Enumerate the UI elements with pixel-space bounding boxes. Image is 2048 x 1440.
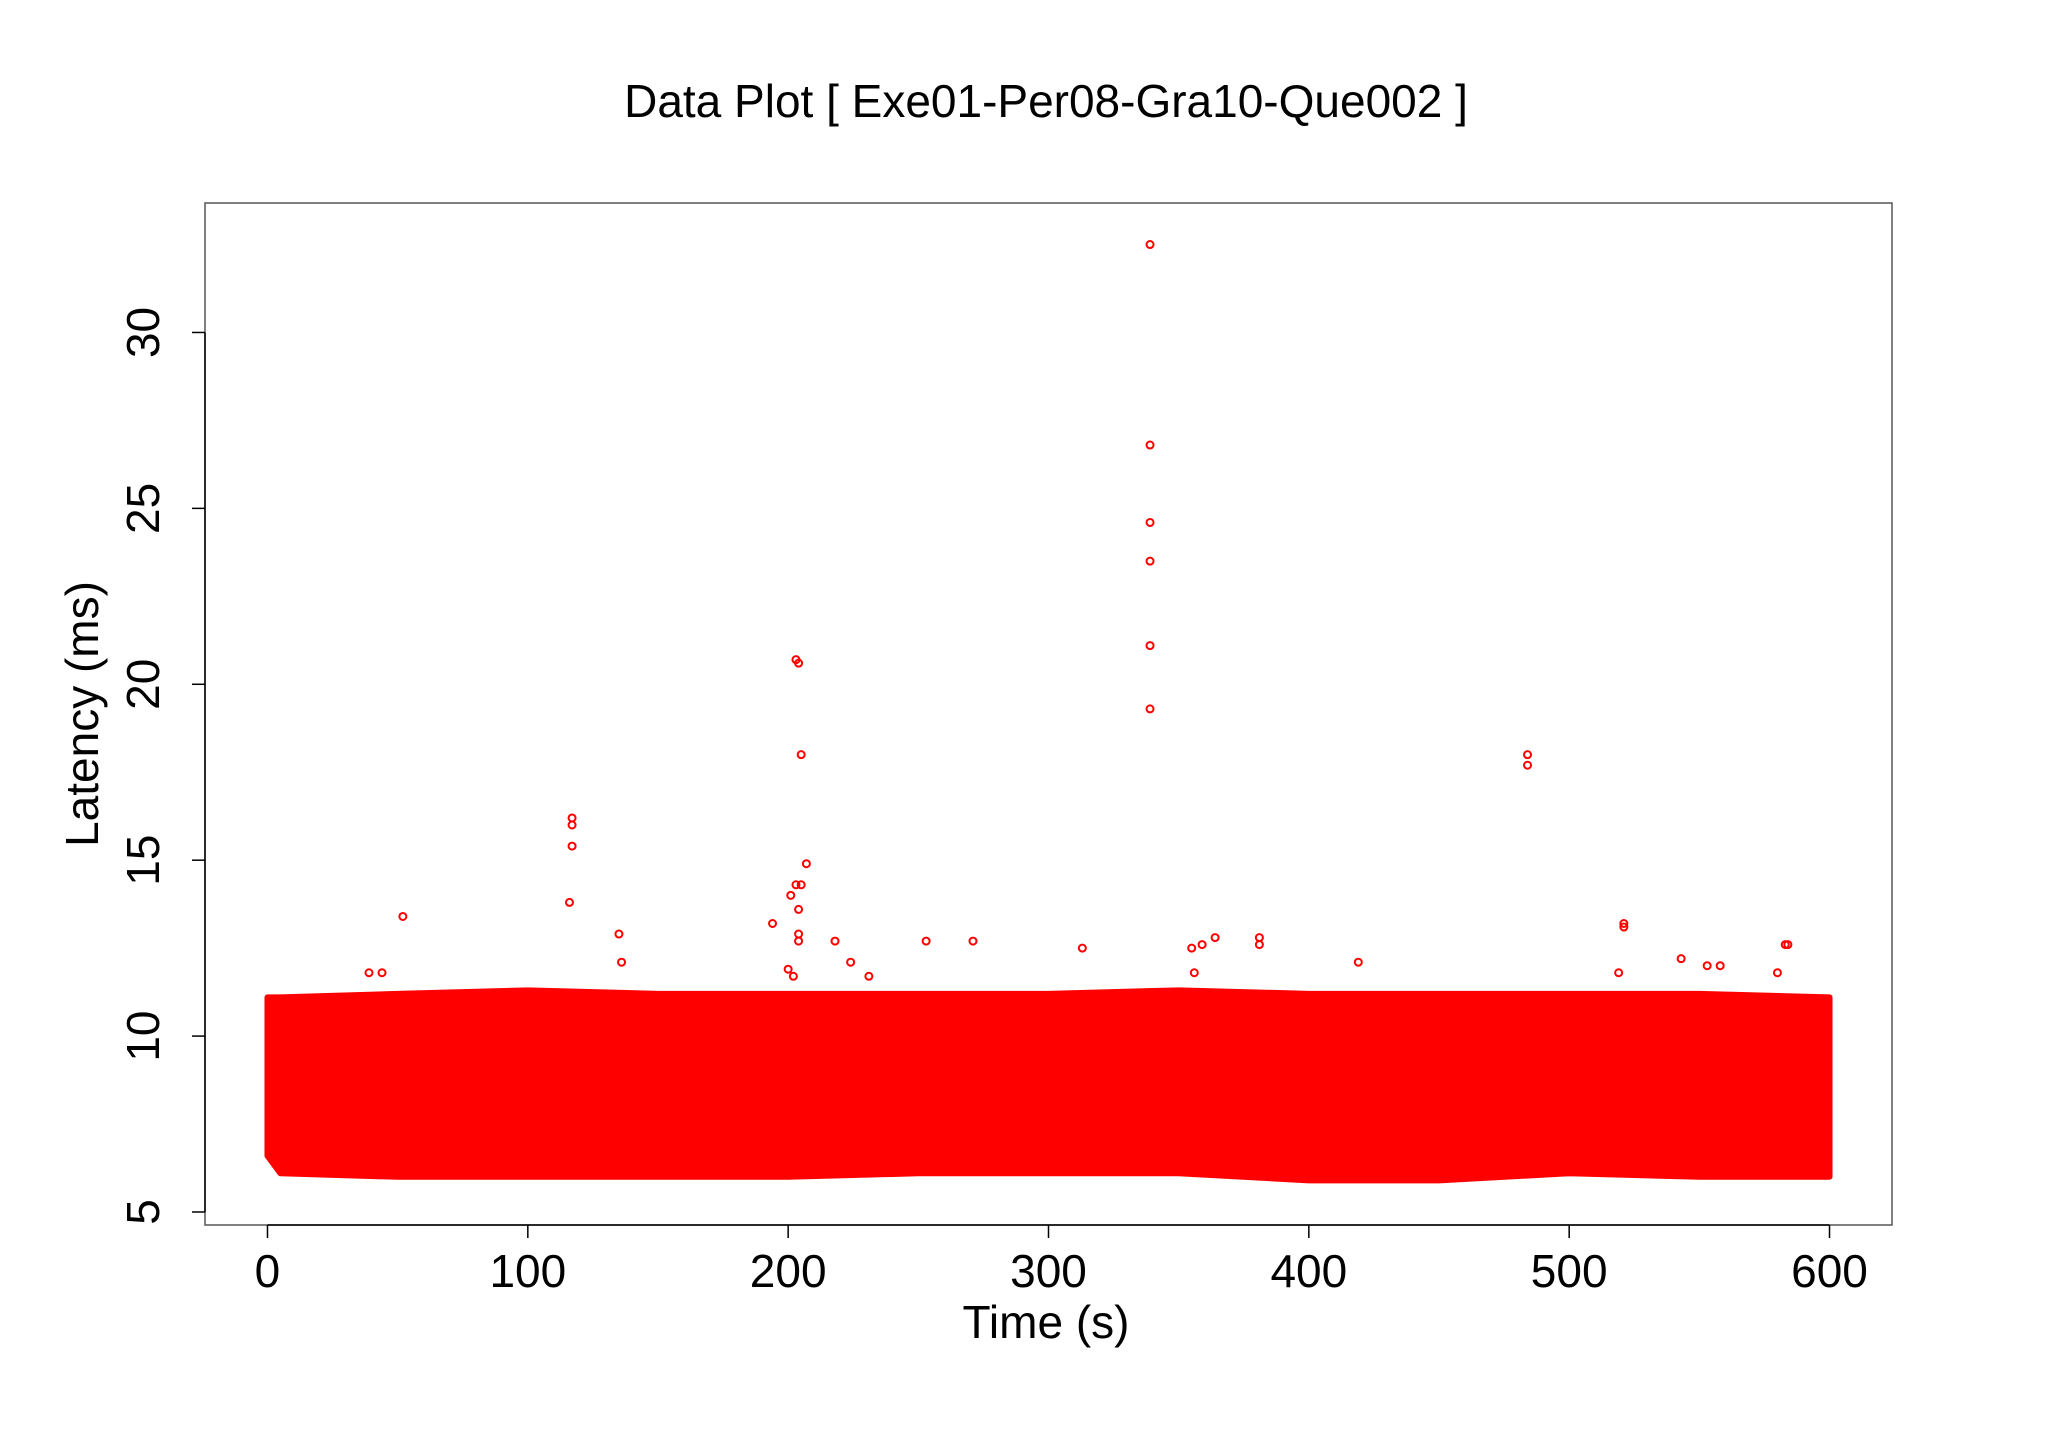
point [1353, 957, 1363, 967]
point [564, 897, 574, 907]
x-tick-label: 300 [1010, 1245, 1087, 1297]
x-tick-label: 100 [489, 1245, 566, 1297]
point [1187, 943, 1197, 953]
point [830, 936, 840, 946]
x-tick-label: 600 [1791, 1245, 1868, 1297]
x-tick-label: 200 [750, 1245, 827, 1297]
point [794, 658, 804, 668]
point [1145, 556, 1155, 566]
point [1772, 968, 1782, 978]
point [614, 929, 624, 939]
point [1619, 919, 1629, 929]
point [846, 957, 856, 967]
point [567, 813, 577, 823]
x-tick-label: 0 [255, 1245, 281, 1297]
y-tick-label: 30 [117, 307, 169, 358]
point [1523, 760, 1533, 770]
chart-title: Data Plot [ Exe01-Per08-Gra10-Que002 ] [624, 75, 1468, 127]
point [921, 936, 931, 946]
point [1210, 933, 1220, 943]
point [768, 919, 778, 929]
point [1145, 240, 1155, 250]
dense-point-cloud [264, 987, 1833, 1184]
point [1254, 940, 1264, 950]
point [1197, 940, 1207, 950]
point [1702, 961, 1712, 971]
point [1145, 704, 1155, 714]
point [791, 880, 801, 890]
point [796, 750, 806, 760]
point [794, 936, 804, 946]
point [1145, 517, 1155, 527]
point [864, 971, 874, 981]
point [1619, 922, 1629, 932]
point [786, 890, 796, 900]
point [1189, 968, 1199, 978]
x-axis-label: Time (s) [963, 1296, 1130, 1348]
point [968, 936, 978, 946]
y-tick-label: 25 [117, 483, 169, 534]
x-tick-label: 500 [1531, 1245, 1608, 1297]
point [794, 929, 804, 939]
point [1614, 968, 1624, 978]
point [796, 880, 806, 890]
y-tick-label: 5 [117, 1199, 169, 1225]
point [1780, 940, 1790, 950]
y-axis-label: Latency (ms) [56, 581, 108, 847]
point [567, 841, 577, 851]
point [783, 964, 793, 974]
point [1077, 943, 1087, 953]
y-tick-label: 10 [117, 1010, 169, 1061]
point [1676, 954, 1686, 964]
point [801, 859, 811, 869]
point [1145, 440, 1155, 450]
point [377, 968, 387, 978]
point [567, 820, 577, 830]
point [1523, 750, 1533, 760]
point [794, 904, 804, 914]
point [364, 968, 374, 978]
point [1145, 641, 1155, 651]
y-tick-label: 20 [117, 659, 169, 710]
point [788, 971, 798, 981]
point [398, 911, 408, 921]
point [1715, 961, 1725, 971]
point [1254, 933, 1264, 943]
y-tick-label: 15 [117, 835, 169, 886]
x-tick-label: 400 [1270, 1245, 1347, 1297]
point [617, 957, 627, 967]
